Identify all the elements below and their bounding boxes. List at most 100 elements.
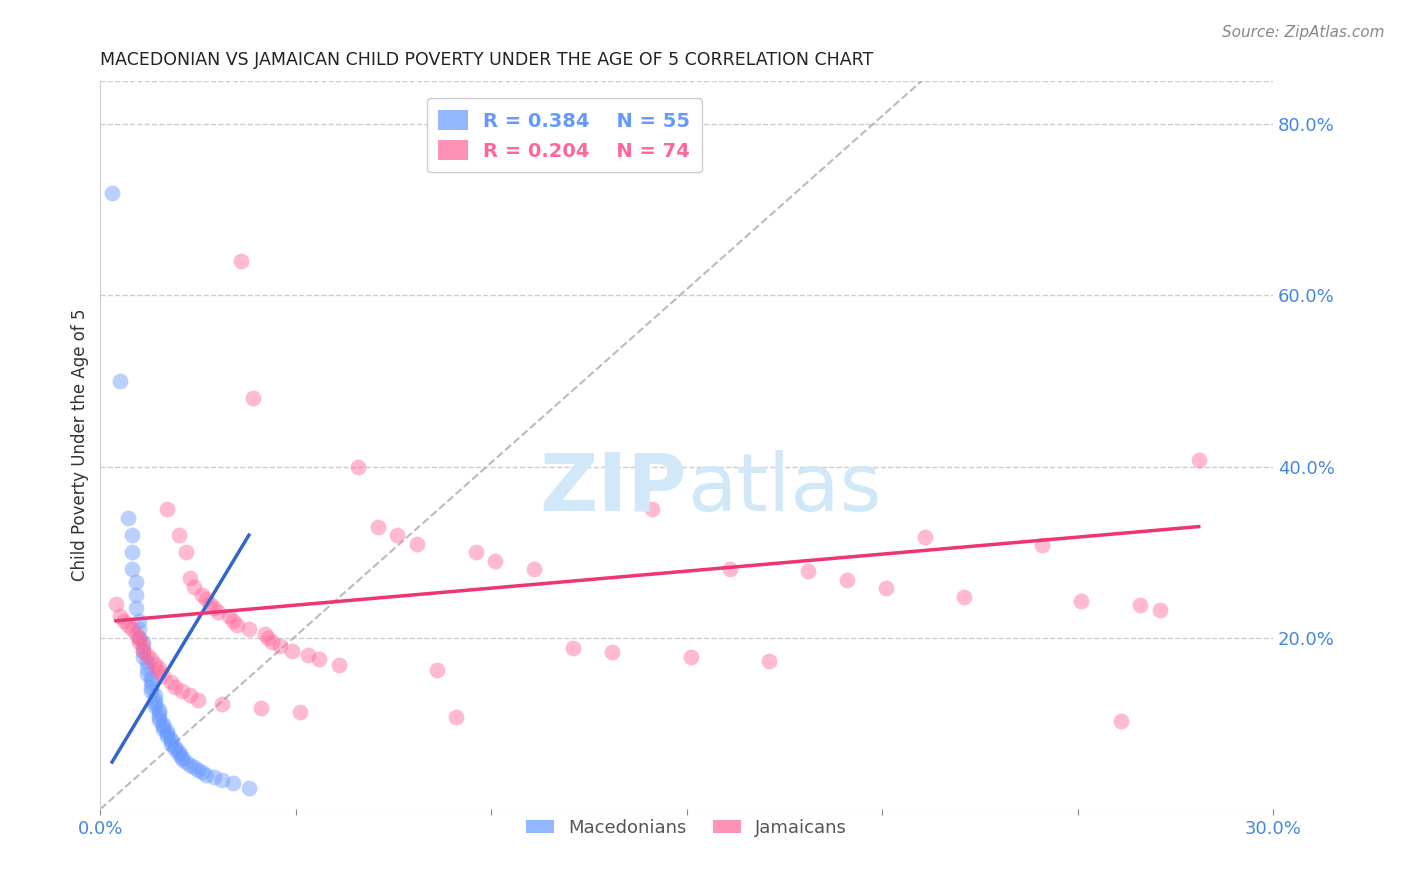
Point (159, 731, 181, 746)
Point (148, 706, 170, 721)
Point (198, 597, 221, 611)
Point (1109, 714, 1132, 728)
Point (207, 605, 229, 619)
Point (179, 757, 201, 772)
Point (222, 776, 245, 790)
Point (156, 730, 179, 744)
Point (167, 747, 190, 762)
Point (159, 675, 181, 690)
Point (464, 545, 486, 559)
Point (758, 654, 780, 668)
Point (136, 661, 159, 675)
Point (163, 739, 186, 754)
Point (148, 703, 170, 717)
Point (444, 709, 467, 723)
Point (1149, 602, 1171, 616)
Point (143, 696, 166, 710)
Legend: Macedonians, Jamaicans: Macedonians, Jamaicans (519, 812, 853, 844)
Point (104, 597, 127, 611)
Point (108, 609, 131, 624)
Point (143, 699, 166, 714)
Point (640, 502, 662, 516)
Point (1129, 599, 1152, 613)
Point (128, 614, 150, 628)
Point (148, 665, 170, 680)
Point (406, 537, 429, 551)
Point (124, 601, 146, 615)
Point (281, 644, 304, 658)
Point (156, 724, 179, 739)
Point (159, 734, 181, 748)
Point (187, 692, 209, 706)
Point (117, 618, 139, 632)
Point (121, 562, 143, 576)
Point (132, 649, 155, 664)
Point (1070, 594, 1092, 608)
Point (136, 655, 159, 669)
Point (226, 618, 249, 632)
Point (222, 614, 245, 628)
Point (159, 737, 181, 751)
Point (484, 554, 506, 568)
Point (143, 657, 166, 671)
Point (602, 645, 624, 659)
Point (141, 675, 163, 690)
Point (128, 623, 150, 637)
Point (156, 727, 179, 741)
Point (108, 374, 131, 388)
Point (875, 581, 897, 595)
Point (163, 742, 186, 756)
Point (1031, 538, 1053, 552)
Point (202, 601, 225, 615)
Point (176, 755, 198, 769)
Point (183, 760, 205, 774)
Point (148, 713, 170, 727)
Point (797, 564, 820, 578)
Point (187, 763, 209, 777)
Point (914, 530, 936, 544)
Point (257, 631, 280, 645)
Point (179, 688, 201, 702)
Y-axis label: Child Poverty Under the Age of 5: Child Poverty Under the Age of 5 (72, 309, 89, 582)
Point (136, 648, 159, 662)
Point (148, 709, 170, 723)
Point (167, 528, 190, 542)
Point (132, 644, 155, 658)
Text: MACEDONIAN VS JAMAICAN CHILD POVERTY UNDER THE AGE OF 5 CORRELATION CHART: MACEDONIAN VS JAMAICAN CHILD POVERTY UND… (100, 51, 873, 69)
Point (191, 765, 214, 780)
Point (262, 635, 284, 649)
Point (194, 768, 217, 782)
Point (367, 519, 389, 533)
Point (562, 641, 585, 656)
Point (387, 528, 409, 542)
Point (141, 680, 163, 694)
Point (523, 562, 546, 576)
Point (124, 588, 146, 602)
Point (172, 752, 194, 766)
Point (328, 658, 350, 673)
Point (835, 573, 858, 587)
Point (136, 666, 159, 681)
Text: ZIP: ZIP (540, 450, 686, 528)
Point (163, 680, 186, 694)
Point (132, 635, 155, 649)
Point (953, 590, 976, 604)
Text: Source: ZipAtlas.com: Source: ZipAtlas.com (1222, 25, 1385, 40)
Point (117, 511, 139, 525)
Point (211, 697, 233, 711)
Point (202, 771, 225, 785)
Point (121, 623, 143, 637)
Point (128, 631, 150, 645)
Point (124, 575, 146, 590)
Point (156, 502, 179, 516)
Point (167, 745, 190, 759)
Point (124, 626, 146, 640)
Point (128, 635, 150, 649)
Point (152, 716, 174, 731)
Point (132, 640, 155, 654)
Point (132, 644, 155, 658)
Point (183, 580, 205, 594)
Point (425, 663, 447, 677)
Point (143, 692, 166, 706)
Point (288, 706, 311, 720)
